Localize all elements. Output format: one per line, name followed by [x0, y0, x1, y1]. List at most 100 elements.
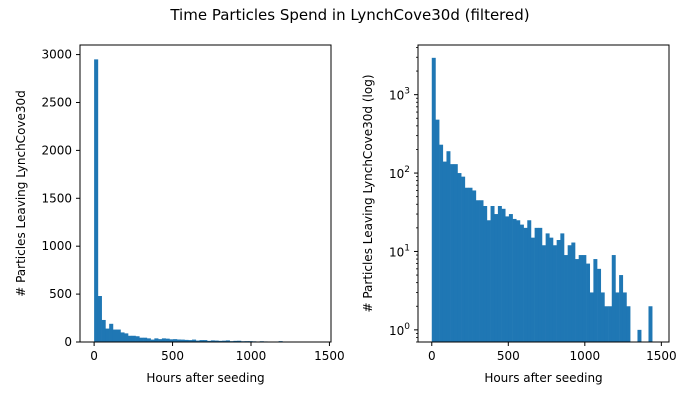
- log-axes-frame: [417, 44, 670, 343]
- linear-bar: [233, 340, 238, 342]
- linear-bar: [237, 340, 242, 342]
- log-bar: [564, 255, 568, 342]
- linear-bar: [169, 339, 174, 342]
- linear-bar: [97, 296, 102, 342]
- log-bar: [439, 144, 444, 342]
- log-bar: [608, 306, 613, 342]
- linear-bar: [128, 335, 133, 342]
- log-bar: [648, 306, 653, 342]
- linear-y-tick-label: 500: [49, 287, 72, 301]
- log-bar: [486, 220, 491, 342]
- log-bar: [619, 275, 624, 342]
- log-bar: [571, 242, 576, 342]
- linear-x-ticks: 0 500 1000 1500: [90, 342, 345, 363]
- linear-bar: [184, 339, 189, 342]
- log-bar: [501, 208, 506, 342]
- log-y-tick-label: 103: [389, 87, 410, 103]
- log-bar: [446, 151, 451, 342]
- log-bar: [556, 240, 561, 342]
- log-bar: [552, 245, 557, 342]
- log-bar: [578, 255, 583, 342]
- linear-bar: [146, 338, 151, 342]
- linear-bar: [120, 332, 125, 342]
- log-bar: [567, 245, 572, 342]
- linear-bar: [195, 340, 200, 342]
- log-bar: [457, 173, 462, 342]
- log-bar: [582, 255, 587, 342]
- log-y-tick-label: 102: [389, 165, 410, 181]
- log-bar: [597, 268, 602, 342]
- linear-bar: [222, 340, 227, 342]
- log-bar: [505, 216, 510, 342]
- linear-bar: [154, 338, 159, 342]
- log-bar: [593, 259, 598, 342]
- log-bar: [538, 227, 543, 342]
- linear-x-axis-label: Hours after seeding: [146, 371, 264, 385]
- linear-bar: [150, 339, 155, 342]
- log-bar: [626, 306, 631, 342]
- log-bar: [527, 220, 532, 342]
- linear-bar: [116, 329, 121, 342]
- log-x-tick-label: 500: [497, 349, 520, 363]
- log-bar: [475, 200, 480, 342]
- linear-bar: [124, 333, 129, 342]
- log-bar: [464, 187, 469, 342]
- linear-x-tick-label: 500: [161, 349, 184, 363]
- linear-bar: [214, 340, 219, 342]
- log-bar: [479, 200, 484, 342]
- linear-bar: [218, 340, 223, 342]
- linear-bar: [176, 339, 182, 342]
- linear-bar: [139, 337, 144, 342]
- linear-bar: [161, 338, 166, 342]
- log-bar: [534, 227, 539, 342]
- linear-bar: [94, 59, 99, 343]
- log-bar: [575, 259, 579, 342]
- log-bar: [435, 119, 440, 343]
- linear-bar: [135, 336, 140, 342]
- linear-y-ticks: 0 500 1000 1500 2000 2500 3000: [41, 48, 80, 349]
- linear-bar: [188, 340, 193, 342]
- log-bar: [541, 245, 546, 342]
- log-y-ticks: 100 101 102 103: [389, 47, 418, 343]
- log-bar: [560, 233, 565, 342]
- log-bar: [483, 206, 488, 342]
- linear-x-tick-label: 0: [90, 349, 98, 363]
- log-bar: [431, 57, 436, 342]
- log-x-tick-label: 1500: [646, 349, 677, 363]
- log-bar: [604, 306, 609, 342]
- linear-y-tick-label: 2500: [41, 95, 72, 109]
- log-x-ticks: 0 500 1000 1500: [428, 342, 677, 363]
- linear-bar: [192, 339, 197, 342]
- linear-bar: [180, 339, 185, 342]
- linear-x-tick-label: 1500: [314, 349, 345, 363]
- log-bar: [519, 224, 524, 342]
- linear-bar: [165, 338, 170, 342]
- log-bar: [589, 292, 594, 342]
- log-bar: [600, 292, 605, 342]
- log-bar: [586, 263, 591, 342]
- linear-bar: [131, 335, 136, 342]
- log-bar: [549, 237, 554, 342]
- linear-bar: [112, 329, 118, 342]
- log-bar: [468, 187, 473, 342]
- log-bar: [490, 206, 495, 342]
- linear-histogram-panel: 0 500 1000 1500 0 500 1000 1500 2000 2500 3000 Ho…: [14, 44, 345, 385]
- log-bar: [472, 190, 477, 342]
- log-bar: [450, 164, 455, 342]
- log-x-tick-label: 1000: [570, 349, 601, 363]
- log-x-axis-label: Hours after seeding: [484, 371, 602, 385]
- linear-bar: [105, 328, 110, 342]
- log-bar: [497, 206, 502, 342]
- figure-title: Time Particles Spend in LynchCove30d (fi…: [169, 6, 529, 24]
- log-bar: [442, 161, 447, 342]
- log-histogram-panel: 0 500 1000 1500 100 101 102 103 Hours after se…: [361, 44, 677, 385]
- log-bar: [512, 218, 517, 342]
- log-bar: [545, 233, 550, 342]
- log-bar: [453, 164, 458, 342]
- linear-bar: [143, 337, 148, 342]
- log-bar: [530, 237, 535, 342]
- log-bar: [516, 220, 521, 342]
- linear-bar: [109, 323, 114, 342]
- linear-axes-frame: [79, 44, 332, 343]
